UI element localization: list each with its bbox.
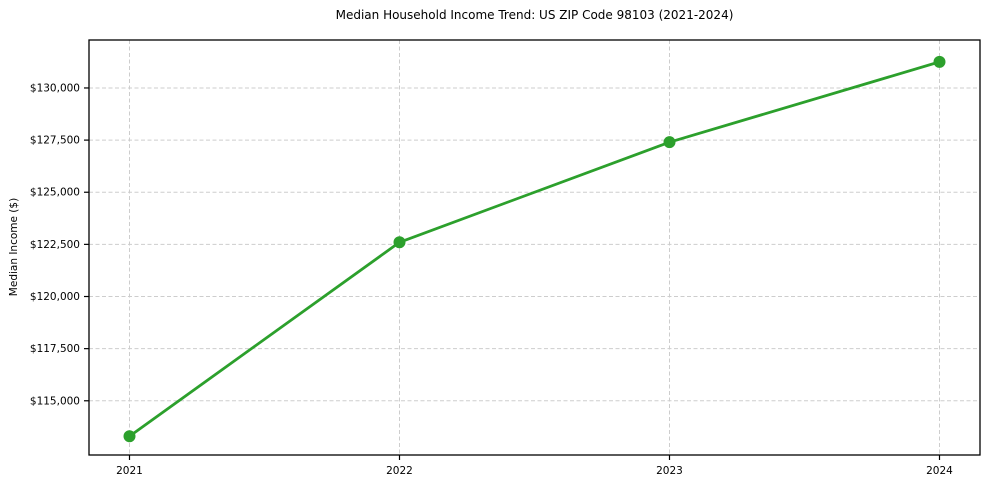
y-tick-label: $127,500 bbox=[30, 135, 80, 147]
y-tick-label: $115,000 bbox=[30, 395, 80, 407]
plot-frame bbox=[88, 39, 981, 456]
data-point bbox=[663, 136, 676, 149]
y-tick-label: $122,500 bbox=[30, 239, 80, 251]
x-tick-label: 2022 bbox=[386, 465, 413, 477]
y-tick-label: $130,000 bbox=[30, 82, 80, 94]
y-tick-label: $120,000 bbox=[30, 291, 80, 303]
data-point bbox=[123, 430, 136, 443]
data-point bbox=[933, 55, 946, 68]
y-tick-label: $125,000 bbox=[30, 187, 80, 199]
x-tick-label: 2021 bbox=[116, 465, 143, 477]
x-tick-label: 2024 bbox=[926, 465, 953, 477]
chart-title: Median Household Income Trend: US ZIP Co… bbox=[335, 8, 734, 22]
data-point bbox=[393, 236, 406, 249]
y-tick-label: $117,500 bbox=[30, 343, 80, 355]
x-tick-label: 2023 bbox=[656, 465, 683, 477]
trend-line bbox=[128, 60, 941, 438]
